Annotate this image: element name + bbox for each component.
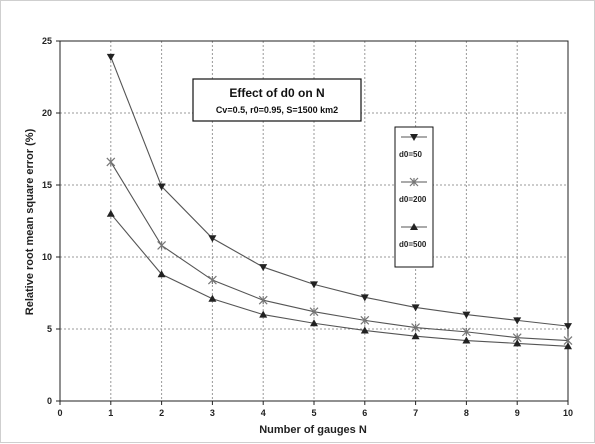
data-point: [461, 327, 471, 337]
series-lines: [106, 53, 573, 350]
data-point: [258, 295, 268, 305]
legend-marker: [409, 177, 419, 187]
y-axis-label: Relative root mean square error (%): [24, 128, 36, 315]
data-point: [208, 294, 217, 302]
data-point: [411, 304, 420, 312]
x-tick-label: 2: [159, 408, 164, 418]
data-point: [564, 342, 572, 350]
series-line: [110, 213, 569, 347]
data-point: [207, 275, 217, 285]
legend-marker: [410, 134, 418, 141]
legend: d0=50 d0=200 d0=500: [394, 126, 434, 268]
x-tick-label: 10: [563, 408, 573, 418]
legend-item-d0=50: d0=50: [399, 134, 427, 159]
data-point: [106, 209, 115, 217]
y-tick-label: 5: [47, 324, 52, 334]
data-point: [411, 323, 421, 332]
data-point: [360, 294, 369, 302]
y-tick-label: 15: [42, 180, 52, 190]
data-point: [157, 241, 167, 250]
data-point: [259, 264, 268, 272]
legend-item-d0=500: d0=500: [399, 223, 427, 249]
data-point: [106, 53, 115, 61]
title-box: Effect of d0 on N Cv=0.5, r0=0.95, S=150…: [192, 78, 362, 122]
x-tick-label: 6: [362, 408, 367, 418]
data-point: [310, 281, 318, 289]
data-point: [157, 183, 166, 191]
data-point: [157, 270, 166, 278]
x-tick-label: 3: [210, 408, 215, 418]
data-point: [360, 326, 369, 334]
x-tick-label: 7: [413, 408, 418, 418]
title-box-frame: [192, 78, 362, 122]
tick-labels: 0 1 2 3 4 5 6 7 8 9 10 0 5 10 15 20 25: [42, 36, 573, 418]
x-tick-label: 9: [515, 408, 520, 418]
data-point: [411, 332, 420, 340]
x-tick-label: 4: [261, 408, 266, 418]
data-point: [564, 323, 572, 331]
data-point: [310, 319, 318, 327]
legend-item-d0=200: d0=200: [399, 177, 427, 204]
x-tick-label: 5: [311, 408, 316, 418]
data-point: [106, 157, 116, 167]
x-tick-label: 1: [108, 408, 113, 418]
series-line: [110, 161, 569, 342]
data-point: [513, 339, 522, 347]
data-point: [462, 311, 471, 319]
series-d0=200: [106, 157, 573, 345]
data-point: [360, 315, 370, 325]
legend-label: d0=200: [399, 195, 427, 204]
chart-title: Effect of d0 on N: [229, 86, 324, 100]
data-point: [513, 317, 522, 325]
x-axis-label: Number of gauges N: [259, 424, 367, 436]
legend-marker: [410, 223, 418, 230]
y-tick-label: 0: [47, 396, 52, 406]
data-point: [462, 336, 471, 344]
data-point: [259, 310, 268, 318]
legend-label: d0=50: [399, 150, 422, 159]
legend-label: d0=500: [399, 240, 427, 249]
axes: [56, 40, 569, 405]
series-line: [110, 56, 569, 327]
data-point: [309, 307, 319, 317]
y-tick-label: 20: [42, 108, 52, 118]
x-tick-label: 8: [464, 408, 469, 418]
data-point: [208, 235, 217, 243]
legend-frame: [394, 126, 434, 268]
series-d0=500: [106, 209, 572, 350]
y-tick-label: 25: [42, 36, 52, 46]
series-d0=50: [106, 53, 572, 331]
x-tick-label: 0: [57, 408, 62, 418]
chart-subtitle: Cv=0.5, r0=0.95, S=1500 km2: [216, 105, 338, 115]
y-tick-label: 10: [42, 252, 52, 262]
